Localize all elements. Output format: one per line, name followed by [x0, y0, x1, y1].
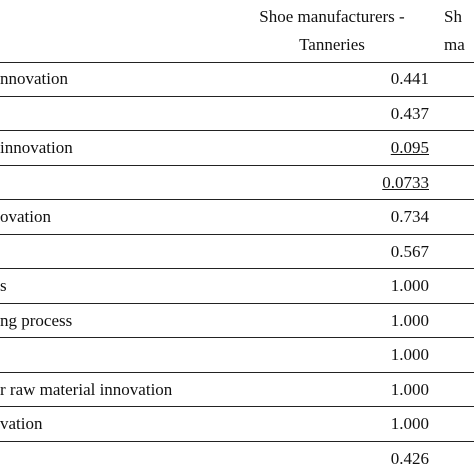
column-header-line: Shoe manufacturers - — [232, 3, 432, 31]
table-row: 0.0733 — [0, 166, 474, 201]
table-row: ng process 1.000 — [0, 304, 474, 339]
column-header-line: Sh — [444, 3, 474, 31]
row-label: ng process — [0, 311, 72, 331]
column-header-cut-off: Sh ma — [444, 3, 474, 59]
row-value: 0.426 — [391, 449, 429, 469]
table-row: 0.437 — [0, 97, 474, 132]
row-value: 0.095 — [391, 138, 429, 158]
table-row: ovation 0.734 — [0, 200, 474, 235]
column-header-line: ma — [444, 31, 474, 59]
row-value: 1.000 — [391, 380, 429, 400]
column-header-shoe-tanneries: Shoe manufacturers - Tanneries — [232, 3, 432, 59]
column-header-line: Tanneries — [232, 31, 432, 59]
table-row: 1.000 — [0, 338, 474, 373]
row-value: 0.437 — [391, 104, 429, 124]
table-row: r raw material innovation 1.000 — [0, 373, 474, 408]
row-label: innovation — [0, 138, 73, 158]
row-value: 0.441 — [391, 69, 429, 89]
row-label: vation — [0, 414, 43, 434]
row-value: 1.000 — [391, 276, 429, 296]
row-value: 0.0733 — [382, 173, 429, 193]
table-row: nnovation 0.441 — [0, 62, 474, 97]
table-row: 0.567 — [0, 235, 474, 270]
row-label: ovation — [0, 207, 51, 227]
table-body: nnovation 0.441 0.437 innovation 0.095 0… — [0, 62, 474, 475]
table-row: vation 1.000 — [0, 407, 474, 442]
row-value: 0.567 — [391, 242, 429, 262]
table-header: Shoe manufacturers - Tanneries Sh ma — [0, 0, 474, 63]
row-label: s — [0, 276, 7, 296]
table-row: s 1.000 — [0, 269, 474, 304]
table-row: innovation 0.095 — [0, 131, 474, 166]
row-value: 0.734 — [391, 207, 429, 227]
row-value: 1.000 — [391, 345, 429, 365]
table-row: 0.426 — [0, 442, 474, 475]
row-label: nnovation — [0, 69, 68, 89]
row-value: 1.000 — [391, 414, 429, 434]
row-value: 1.000 — [391, 311, 429, 331]
row-label: r raw material innovation — [0, 380, 172, 400]
